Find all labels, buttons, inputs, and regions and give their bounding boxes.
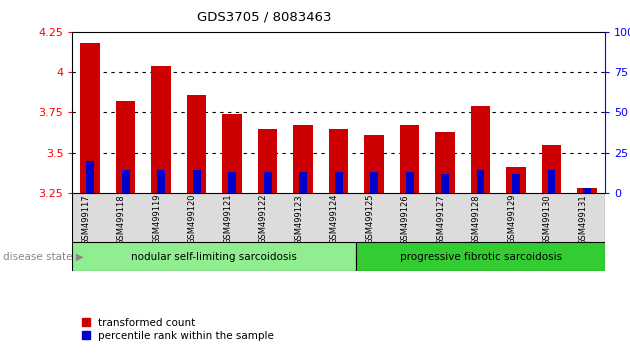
Text: GSM499125: GSM499125 [365,194,374,244]
Text: GSM499124: GSM499124 [329,194,338,244]
Bar [258,129,277,193]
Bar [542,145,561,193]
Bar [507,167,526,193]
Bar [187,95,207,193]
Bar [264,172,272,193]
Bar [335,172,343,193]
Text: progressive fibrotic sarcoidosis: progressive fibrotic sarcoidosis [399,252,562,262]
Bar [512,173,520,193]
Bar [158,170,165,193]
Bar [441,173,449,193]
Bar [435,132,455,193]
Text: disease state ▶: disease state ▶ [3,252,84,262]
Bar [299,172,307,193]
Bar [81,43,100,193]
Bar [72,242,357,271]
Text: GSM499129: GSM499129 [507,194,516,244]
Bar [357,242,605,271]
Text: nodular self-limiting sarcoidosis: nodular self-limiting sarcoidosis [132,252,297,262]
Bar [222,114,242,193]
Legend: transformed count, percentile rank within the sample: transformed count, percentile rank withi… [77,314,278,345]
Text: GSM499127: GSM499127 [436,194,445,245]
Text: GSM499130: GSM499130 [542,194,552,245]
Text: GSM499118: GSM499118 [117,194,125,245]
Bar [329,129,348,193]
Text: GSM499120: GSM499120 [188,194,197,244]
Text: GSM499131: GSM499131 [578,194,587,245]
Bar [406,172,413,193]
Bar [370,172,378,193]
Bar [400,125,420,193]
Bar [471,106,490,193]
Bar [577,188,597,193]
Bar [193,170,200,193]
Text: GSM499121: GSM499121 [223,194,232,244]
Bar [547,170,556,193]
Text: GSM499128: GSM499128 [472,194,481,245]
Bar [294,125,313,193]
Text: GSM499119: GSM499119 [152,194,161,244]
Text: GSM499117: GSM499117 [81,194,90,245]
Bar [477,170,484,193]
Bar [364,135,384,193]
Bar [122,170,130,193]
Text: GSM499122: GSM499122 [259,194,268,244]
Bar [151,66,171,193]
Bar [583,188,591,193]
Bar [86,161,94,193]
Text: GDS3705 / 8083463: GDS3705 / 8083463 [197,11,332,24]
Bar [228,172,236,193]
Text: GSM499126: GSM499126 [401,194,410,245]
Text: GSM499123: GSM499123 [294,194,303,245]
Bar [116,101,135,193]
